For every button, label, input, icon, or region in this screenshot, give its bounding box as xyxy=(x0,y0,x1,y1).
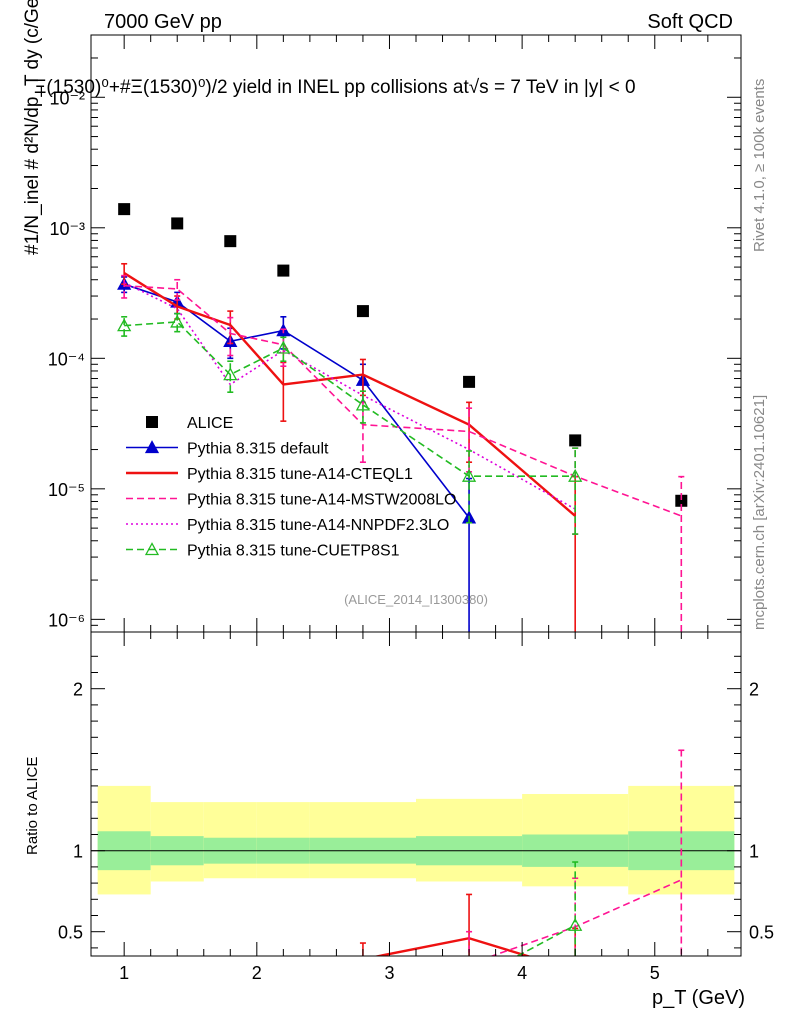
data-point xyxy=(117,318,132,332)
legend-label: Pythia 8.315 tune-A14-NNPDF2.3LO xyxy=(187,517,449,534)
x-tick-label: 1 xyxy=(119,963,129,983)
y-tick-label: 10⁻⁴ xyxy=(48,349,85,369)
legend-label: Pythia 8.315 tune-A14-CTEQL1 xyxy=(187,466,413,483)
data-point xyxy=(118,203,131,216)
data-point xyxy=(356,305,369,318)
data-point xyxy=(568,468,583,482)
data-point xyxy=(461,468,477,482)
legend-entry: Pythia 8.315 tune-A14-CTEQL1 xyxy=(126,466,413,483)
legend-entry: Pythia 8.315 tune-A14-MSTW2008LO xyxy=(126,492,456,509)
y-tick-label: 10⁻⁶ xyxy=(48,610,85,630)
series-5 xyxy=(117,312,583,535)
data-point xyxy=(144,542,160,556)
data-point xyxy=(146,416,158,428)
data-point xyxy=(171,217,184,230)
x-tick-label: 2 xyxy=(252,963,262,983)
legend-entry: ALICE xyxy=(146,415,233,432)
series-line xyxy=(123,283,470,519)
mcplots-reference-label: mcplots.cern.ch [arXiv:2401.10621] xyxy=(751,395,768,630)
rivet-version-label: Rivet 4.1.0, ≥ 100k events xyxy=(751,79,768,252)
data-point xyxy=(170,314,185,328)
ratio-y-tick-label: 1 xyxy=(73,842,83,862)
ratio-uncertainty-bands xyxy=(97,785,735,895)
y-tick-label: 10⁻³ xyxy=(49,219,85,239)
x-axis-label: p_T (GeV) xyxy=(652,987,745,1009)
main-series xyxy=(117,203,688,632)
x-tick-label: 4 xyxy=(517,963,527,983)
main-axis-ticks: 10⁻⁶ 10⁻⁵ 10⁻⁴ 10⁻³ 10⁻² xyxy=(48,34,741,633)
ratio-y-tick-label-right: 1 xyxy=(749,842,759,862)
series-line xyxy=(123,281,576,510)
legend-entry: Pythia 8.315 tune-A14-NNPDF2.3LO xyxy=(126,517,449,534)
source-watermark: (ALICE_2014_I1300380) xyxy=(344,592,488,607)
ratio-y-tick-label: 0.5 xyxy=(58,923,83,943)
series-line xyxy=(124,284,682,517)
legend-entry: Pythia 8.315 default xyxy=(126,440,329,458)
collision-energy-label: 7000 GeV pp xyxy=(104,11,222,33)
ratio-y-tick-label-right: 2 xyxy=(749,680,759,700)
data-point xyxy=(277,264,290,277)
legend-label: Pythia 8.315 tune-CUETP8S1 xyxy=(187,543,400,560)
process-label: Soft QCD xyxy=(647,11,733,33)
data-point xyxy=(569,434,582,447)
legend-label: ALICE xyxy=(187,415,233,432)
data-point xyxy=(568,917,583,931)
legend-label: Pythia 8.315 tune-A14-MSTW2008LO xyxy=(187,492,456,509)
series-4 xyxy=(123,281,576,510)
plot-title: Ξ(1530)⁰+#Ξ(1530)⁰)/2 yield in INEL pp c… xyxy=(34,77,636,98)
data-point xyxy=(276,340,291,354)
x-tick-label: 5 xyxy=(650,963,660,983)
data-point xyxy=(463,375,476,388)
legend: ALICE Pythia 8.315 default Pythia 8.315 tu… xyxy=(126,415,456,560)
legend-entry: Pythia 8.315 tune-CUETP8S1 xyxy=(126,542,400,560)
ratio-y-tick-label-right: 0.5 xyxy=(749,923,774,943)
data-point xyxy=(355,397,371,411)
data-point xyxy=(223,367,238,381)
legend-label: Pythia 8.315 default xyxy=(187,441,329,458)
main-plot: 10⁻⁶ 10⁻⁵ 10⁻⁴ 10⁻³ 10⁻² Ξ(1530)⁰+#Ξ(1530)⁰)… xyxy=(22,0,742,633)
y-tick-label: 10⁻² xyxy=(49,88,85,108)
ratio-y-axis-label: Ratio to ALICE xyxy=(24,757,41,855)
ratio-y-tick-label: 2 xyxy=(73,680,83,700)
series-0 xyxy=(118,203,688,507)
ratio-plot: 1 2 3 4 5 0.5 0.5 1 1 2 2 Ratio to ALICE p_T (GeV) xyxy=(24,631,774,1009)
ratio-axis-ticks: 1 2 3 4 5 0.5 0.5 1 1 2 2 xyxy=(58,632,774,983)
data-point xyxy=(463,976,475,987)
data-point xyxy=(675,494,688,507)
data-point xyxy=(224,235,237,248)
y-tick-label: 10⁻⁵ xyxy=(48,480,85,500)
x-tick-label: 3 xyxy=(384,963,394,983)
y-axis-label: #1/N_inel # d²N/dp_T dy (c/GeV) xyxy=(22,0,43,255)
data-point xyxy=(144,440,160,454)
